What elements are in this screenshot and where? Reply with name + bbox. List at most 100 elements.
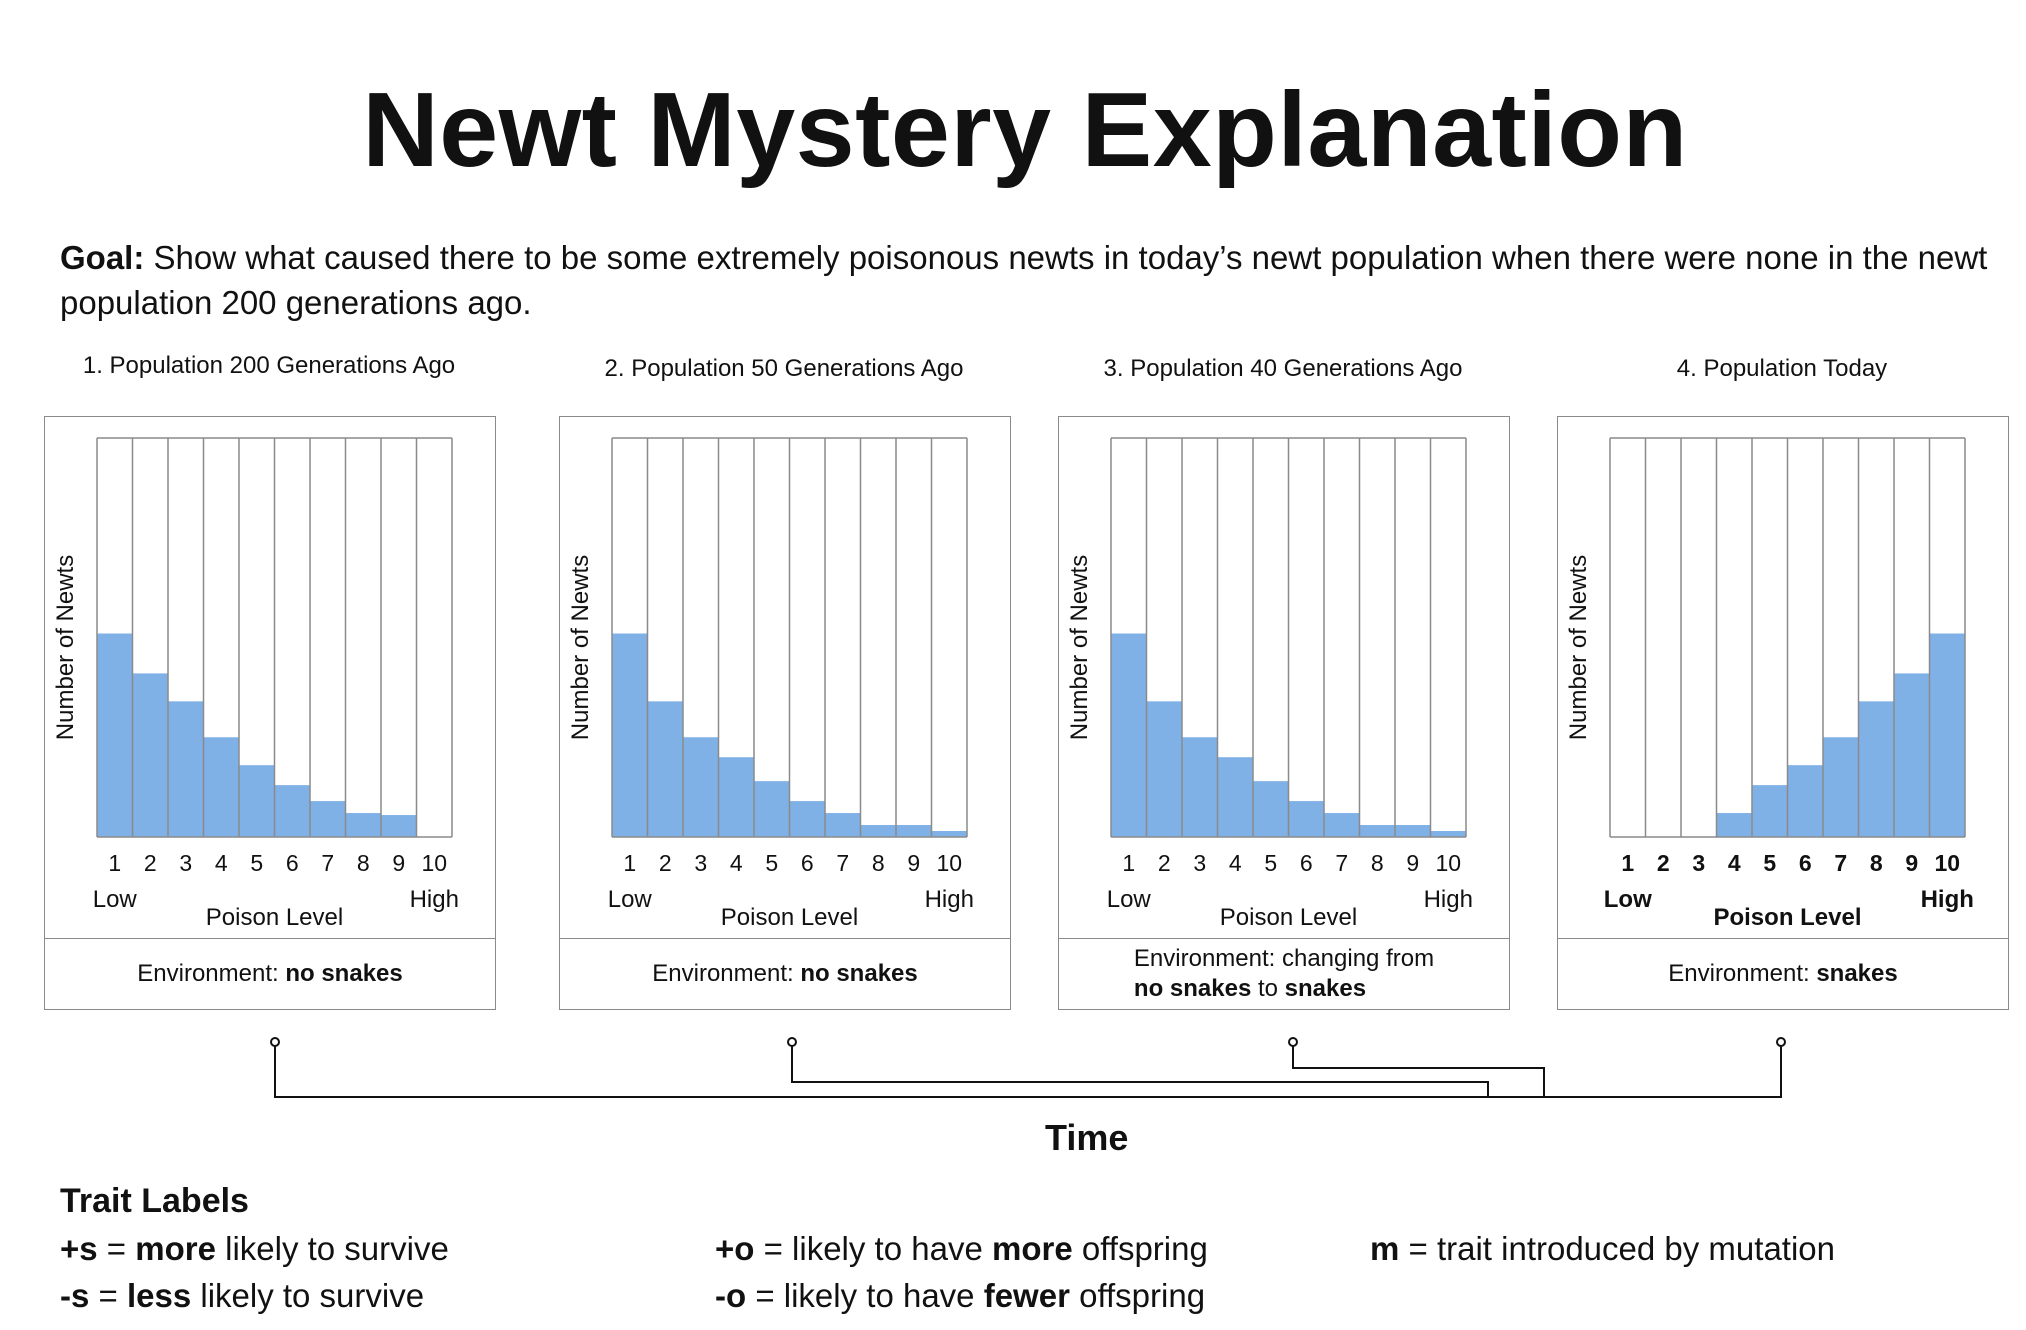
chart-panel-4: 1 2 3 4 5 6 7 8 9 10 Low High Poison Level Number of …: [1557, 416, 2009, 1010]
environment-value: no snakes: [1133, 975, 1252, 1002]
x-tick-label: 10: [1435, 850, 1461, 876]
bar: [1182, 737, 1218, 837]
bar: [132, 673, 168, 837]
timeline-node-2: [787, 1037, 797, 1047]
bar: [1929, 633, 1965, 837]
trait-labels-heading: Trait Labels: [60, 1182, 249, 1220]
bar: [1324, 813, 1360, 837]
x-tick-label: 7: [836, 850, 849, 876]
environment-box-2: Environment: no snakes: [560, 938, 1010, 1009]
bar: [789, 801, 825, 837]
bar: [896, 825, 932, 837]
timeline-line-main: [274, 1046, 1782, 1098]
x-high-label: High: [1921, 886, 1974, 913]
x-tick-label: 7: [1834, 850, 1847, 876]
chart-1-title: 1. Population 200 Generations Ago: [82, 352, 456, 379]
bar: [239, 765, 275, 837]
trait-text-end: offspring: [1069, 1277, 1206, 1314]
bar: [1823, 737, 1859, 837]
bar: [825, 813, 861, 837]
x-tick-label: 9: [1406, 850, 1419, 876]
x-tick-label: 5: [1264, 850, 1277, 876]
bar: [1359, 825, 1395, 837]
x-high-label: High: [1424, 886, 1473, 913]
chart-3-title: 3. Population 40 Generations Ago: [1103, 355, 1463, 382]
timeline-node-3: [1288, 1037, 1298, 1047]
x-low-label: Low: [1604, 886, 1652, 913]
x-axis-label: Poison Level: [206, 904, 343, 931]
timeline-connector: [270, 1037, 1786, 1098]
bar: [345, 813, 381, 837]
x-tick-label: 6: [801, 850, 814, 876]
histogram-chart-2: 1 2 3 4 5 6 7 8 9 10 Low High Poison Level Number of …: [567, 437, 974, 931]
trait-symbol: -o: [715, 1277, 747, 1314]
trait-emphasis: fewer: [983, 1277, 1070, 1314]
trait-item-minus-o: -o = likely to have fewer offspring: [715, 1277, 1205, 1315]
timeline-node-1: [270, 1037, 280, 1047]
x-tick-label: 8: [1870, 850, 1883, 876]
x-tick-label: 8: [872, 850, 885, 876]
x-tick-label: 2: [144, 850, 157, 876]
x-axis-label: Poison Level: [1220, 904, 1357, 931]
chart-panel-1: 1 2 3 4 5 6 7 8 9 10 Low High Poison Level Number of …: [44, 416, 496, 1010]
environment-connector: to: [1257, 975, 1278, 1002]
y-axis-label: Number of Newts: [567, 555, 594, 740]
x-tick-label: 8: [1371, 850, 1384, 876]
bar: [381, 815, 417, 837]
x-tick-label: 7: [321, 850, 334, 876]
bar: [1716, 813, 1752, 837]
bar: [1395, 825, 1431, 837]
environment-box-3: Environment: changing from no snakes to …: [1059, 938, 1509, 1009]
x-tick-label: 2: [659, 850, 672, 876]
x-tick-label: 3: [1193, 850, 1206, 876]
environment-prefix: Environment:: [137, 960, 279, 987]
x-tick-label: 6: [1799, 850, 1812, 876]
y-axis-label: Number of Newts: [1565, 555, 1592, 740]
trait-text-end: offspring: [1072, 1230, 1208, 1267]
trait-symbol: -s: [60, 1277, 90, 1314]
x-tick-label: 5: [765, 850, 778, 876]
trait-text-end: likely to survive: [191, 1277, 425, 1314]
x-tick-label: 4: [1728, 850, 1741, 876]
environment-prefix: Environment: changing from: [1133, 945, 1435, 972]
x-tick-label: 3: [694, 850, 707, 876]
x-tick-label: 1: [108, 850, 121, 876]
x-tick-label: 4: [1229, 850, 1242, 876]
chart-2-title: 2. Population 50 Generations Ago: [604, 355, 964, 382]
trait-item-m: m = trait introduced by mutation: [1370, 1230, 1835, 1268]
x-low-label: Low: [93, 886, 138, 913]
trait-item-minus-s: -s = less likely to survive: [60, 1277, 424, 1315]
trait-emphasis: less: [126, 1277, 192, 1314]
x-tick-label: 10: [1934, 850, 1960, 876]
environment-value: no snakes: [285, 960, 403, 987]
y-axis-label: Number of Newts: [1066, 555, 1093, 740]
trait-emphasis: more: [991, 1230, 1073, 1267]
y-axis-label: Number of Newts: [52, 555, 79, 740]
x-axis-label: Poison Level: [721, 904, 858, 931]
histogram-chart-3: 1 2 3 4 5 6 7 8 9 10 Low High Poison Level Number of …: [1066, 437, 1473, 931]
x-tick-label: 6: [1300, 850, 1313, 876]
trait-text: =: [97, 1230, 136, 1267]
trait-emphasis: more: [135, 1230, 216, 1267]
bar: [612, 633, 648, 837]
x-high-label: High: [410, 886, 459, 913]
x-tick-label: 2: [1657, 850, 1670, 876]
trait-symbol: +s: [60, 1230, 98, 1267]
x-tick-label: 5: [1763, 850, 1776, 876]
x-high-label: High: [925, 886, 974, 913]
bar: [1752, 785, 1788, 837]
x-tick-label: 4: [215, 850, 228, 876]
bar: [310, 801, 346, 837]
time-axis-label: Time: [1045, 1117, 1129, 1158]
bar: [683, 737, 719, 837]
bar: [1288, 801, 1324, 837]
bar: [931, 831, 967, 837]
x-tick-label: 5: [250, 850, 263, 876]
goal-text: Show what caused there to be some extrem…: [60, 239, 1988, 321]
trait-symbol: +o: [715, 1230, 755, 1267]
bar: [1430, 831, 1466, 837]
goal-label: Goal:: [60, 239, 145, 276]
page-title: Newt Mystery Explanation: [362, 71, 1688, 189]
x-tick-label: 8: [357, 850, 370, 876]
environment-box-4: Environment: snakes: [1558, 938, 2008, 1009]
